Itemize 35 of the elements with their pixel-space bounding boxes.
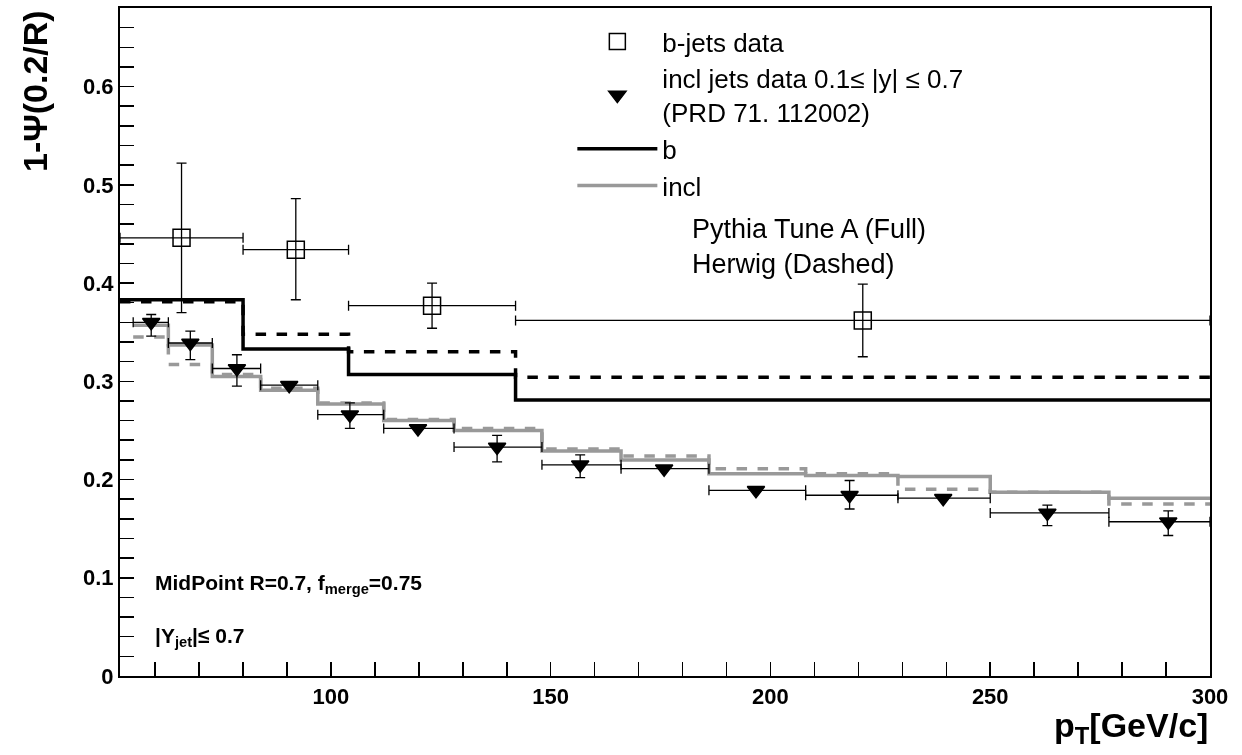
point — [746, 485, 766, 499]
y-tick-label: 0.1 — [83, 565, 114, 591]
point — [279, 380, 299, 394]
annotation: |Y$_{jet}$|≤ 0.7 — [155, 624, 245, 651]
legend-label: b-jets data — [662, 27, 785, 58]
annotation: MidPoint R=0.7, f$_{merge}$=0.75 — [155, 571, 423, 598]
y-tick-label: 0.6 — [83, 74, 114, 100]
point — [487, 442, 507, 456]
point — [933, 493, 953, 507]
legend-label: incl — [662, 171, 702, 202]
annotation: Herwig (Dashed) — [692, 249, 895, 279]
y-tick-label: 0.2 — [83, 467, 114, 493]
point — [570, 460, 590, 474]
x-tick-label: 250 — [971, 684, 1009, 710]
point — [422, 296, 442, 315]
y-axis-title: 1-Ψ(0.2/R) — [15, 10, 54, 172]
point — [180, 338, 200, 352]
point — [1158, 517, 1178, 531]
point — [141, 317, 161, 331]
x-tick-label: 150 — [532, 684, 570, 710]
y-tick-label: 0 — [101, 663, 114, 689]
point — [853, 311, 873, 330]
point — [172, 228, 191, 248]
point — [286, 240, 306, 259]
legend-label: incl jets data 0.1≤ |y| ≤ 0.7 (PRD 71. 112002) — [662, 64, 964, 129]
y-tick-label: 0.5 — [83, 172, 114, 198]
point — [840, 490, 860, 504]
point — [408, 423, 428, 437]
point — [1037, 508, 1057, 522]
x-tick-label: 200 — [752, 684, 789, 710]
y-tick-label: 0.3 — [83, 368, 114, 394]
x-tick-label: 100 — [312, 684, 350, 710]
y-tick-label: 0.4 — [83, 270, 115, 296]
legend-label: b — [662, 134, 677, 165]
annotation: Pythia Tune A (Full) — [692, 214, 927, 244]
